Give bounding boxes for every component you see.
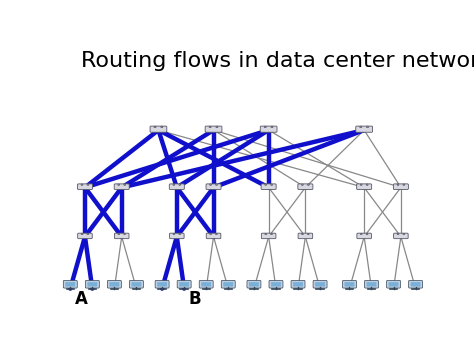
FancyBboxPatch shape <box>356 184 372 190</box>
Circle shape <box>403 184 405 185</box>
FancyBboxPatch shape <box>393 233 408 239</box>
FancyBboxPatch shape <box>261 233 276 239</box>
Circle shape <box>307 233 309 235</box>
Text: B: B <box>189 290 201 308</box>
Text: A: A <box>75 290 88 308</box>
Circle shape <box>124 184 126 185</box>
Circle shape <box>360 126 362 128</box>
FancyBboxPatch shape <box>269 280 283 288</box>
FancyBboxPatch shape <box>77 184 92 190</box>
FancyBboxPatch shape <box>199 280 213 288</box>
FancyBboxPatch shape <box>313 280 327 288</box>
Circle shape <box>271 126 273 128</box>
FancyBboxPatch shape <box>223 282 233 286</box>
FancyBboxPatch shape <box>131 282 141 286</box>
FancyBboxPatch shape <box>201 282 211 286</box>
Circle shape <box>173 184 175 185</box>
Circle shape <box>366 126 369 128</box>
Circle shape <box>210 184 211 185</box>
Circle shape <box>397 233 399 235</box>
FancyBboxPatch shape <box>365 280 378 288</box>
FancyBboxPatch shape <box>64 280 77 288</box>
FancyBboxPatch shape <box>261 184 276 190</box>
Circle shape <box>271 184 273 185</box>
Circle shape <box>301 184 303 185</box>
FancyBboxPatch shape <box>155 280 169 288</box>
FancyBboxPatch shape <box>85 280 99 288</box>
FancyBboxPatch shape <box>114 184 129 190</box>
FancyBboxPatch shape <box>109 282 119 286</box>
FancyBboxPatch shape <box>271 282 281 286</box>
Circle shape <box>366 233 368 235</box>
FancyBboxPatch shape <box>247 280 261 288</box>
Circle shape <box>118 233 120 235</box>
Circle shape <box>179 184 181 185</box>
Circle shape <box>264 184 266 185</box>
Circle shape <box>360 233 362 235</box>
FancyBboxPatch shape <box>157 282 167 286</box>
FancyBboxPatch shape <box>366 282 376 286</box>
Circle shape <box>360 184 362 185</box>
Circle shape <box>87 233 89 235</box>
FancyBboxPatch shape <box>221 280 235 288</box>
Circle shape <box>216 233 217 235</box>
FancyBboxPatch shape <box>409 280 422 288</box>
Circle shape <box>87 184 89 185</box>
Circle shape <box>209 126 211 128</box>
FancyBboxPatch shape <box>129 280 143 288</box>
Circle shape <box>403 233 405 235</box>
FancyBboxPatch shape <box>315 282 325 286</box>
Circle shape <box>173 233 175 235</box>
Circle shape <box>81 233 83 235</box>
FancyBboxPatch shape <box>343 280 356 288</box>
FancyBboxPatch shape <box>150 126 167 132</box>
FancyBboxPatch shape <box>387 280 401 288</box>
FancyBboxPatch shape <box>356 126 373 132</box>
FancyBboxPatch shape <box>291 280 305 288</box>
FancyBboxPatch shape <box>293 282 303 286</box>
Text: Routing flows in data center networks: Routing flows in data center networks <box>82 51 474 71</box>
FancyBboxPatch shape <box>298 184 313 190</box>
Circle shape <box>264 126 266 128</box>
FancyBboxPatch shape <box>249 282 259 286</box>
Circle shape <box>81 184 83 185</box>
Circle shape <box>210 233 211 235</box>
FancyBboxPatch shape <box>345 282 355 286</box>
FancyBboxPatch shape <box>393 184 409 190</box>
Circle shape <box>154 126 156 128</box>
FancyBboxPatch shape <box>170 233 184 239</box>
Circle shape <box>216 126 218 128</box>
Circle shape <box>124 233 126 235</box>
FancyBboxPatch shape <box>410 282 420 286</box>
FancyBboxPatch shape <box>78 233 92 239</box>
FancyBboxPatch shape <box>87 282 97 286</box>
Circle shape <box>366 184 368 185</box>
FancyBboxPatch shape <box>177 280 191 288</box>
Circle shape <box>161 126 163 128</box>
FancyBboxPatch shape <box>65 282 75 286</box>
Circle shape <box>179 233 181 235</box>
Circle shape <box>118 184 119 185</box>
FancyBboxPatch shape <box>389 282 399 286</box>
FancyBboxPatch shape <box>205 126 222 132</box>
Circle shape <box>216 184 218 185</box>
Circle shape <box>301 233 303 235</box>
FancyBboxPatch shape <box>260 126 277 132</box>
Circle shape <box>308 184 310 185</box>
FancyBboxPatch shape <box>206 184 221 190</box>
FancyBboxPatch shape <box>169 184 184 190</box>
Circle shape <box>265 233 267 235</box>
FancyBboxPatch shape <box>298 233 313 239</box>
FancyBboxPatch shape <box>206 233 221 239</box>
Circle shape <box>397 184 399 185</box>
Circle shape <box>271 233 273 235</box>
FancyBboxPatch shape <box>108 280 121 288</box>
FancyBboxPatch shape <box>179 282 189 286</box>
FancyBboxPatch shape <box>114 233 129 239</box>
FancyBboxPatch shape <box>357 233 372 239</box>
